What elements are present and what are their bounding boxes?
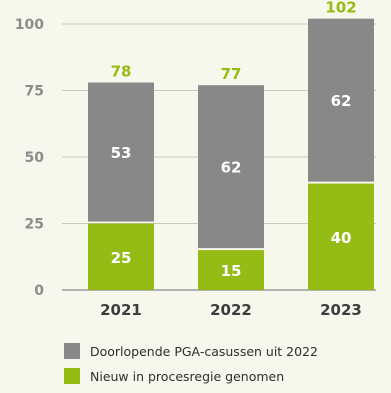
y-axis: 0 25 50 75 100 bbox=[15, 17, 44, 299]
bar-segment-2022-nieuw bbox=[198, 250, 264, 290]
bar-segment-2021-nieuw bbox=[88, 223, 154, 290]
bar-value-label: 25 bbox=[111, 249, 132, 267]
x-tick-label: 2022 bbox=[210, 301, 252, 319]
bar-segment-2022-doorlopende bbox=[198, 85, 264, 249]
bar-value-label: 15 bbox=[221, 262, 242, 280]
bar-value-label: 62 bbox=[331, 92, 352, 110]
bar-total-label: 77 bbox=[221, 65, 242, 83]
legend-label-nieuw: Nieuw in procesregie genomen bbox=[90, 368, 285, 384]
bar-total-label: 102 bbox=[325, 0, 356, 17]
legend: Doorlopende PGA-casussen uit 2022 Nieuw … bbox=[64, 340, 318, 390]
bar-value-label: 62 bbox=[221, 159, 242, 177]
legend-item-nieuw: Nieuw in procesregie genomen bbox=[64, 365, 318, 387]
legend-item-doorlopende: Doorlopende PGA-casussen uit 2022 bbox=[64, 340, 318, 362]
bar-total-label: 78 bbox=[111, 63, 132, 81]
bar-value-label: 40 bbox=[331, 229, 352, 247]
y-tick-label: 0 bbox=[34, 283, 44, 299]
y-tick-label: 75 bbox=[25, 84, 44, 100]
y-tick-label: 100 bbox=[15, 17, 44, 33]
bars: 25 53 78 15 62 77 40 62 102 bbox=[88, 0, 374, 290]
bar-segment-2021-doorlopende bbox=[88, 82, 154, 222]
y-tick-label: 25 bbox=[25, 217, 44, 233]
legend-swatch-gray bbox=[64, 343, 80, 359]
x-tick-label: 2023 bbox=[320, 301, 362, 319]
legend-swatch-green bbox=[64, 368, 80, 384]
y-tick-label: 50 bbox=[25, 150, 45, 166]
bar-value-label: 53 bbox=[111, 144, 132, 162]
legend-label-doorlopende: Doorlopende PGA-casussen uit 2022 bbox=[90, 343, 318, 359]
x-tick-label: 2021 bbox=[100, 301, 142, 319]
bar-segment-2023-doorlopende bbox=[308, 18, 374, 182]
bar-segment-2023-nieuw bbox=[308, 183, 374, 290]
x-axis: 2021 2022 2023 bbox=[100, 301, 362, 319]
